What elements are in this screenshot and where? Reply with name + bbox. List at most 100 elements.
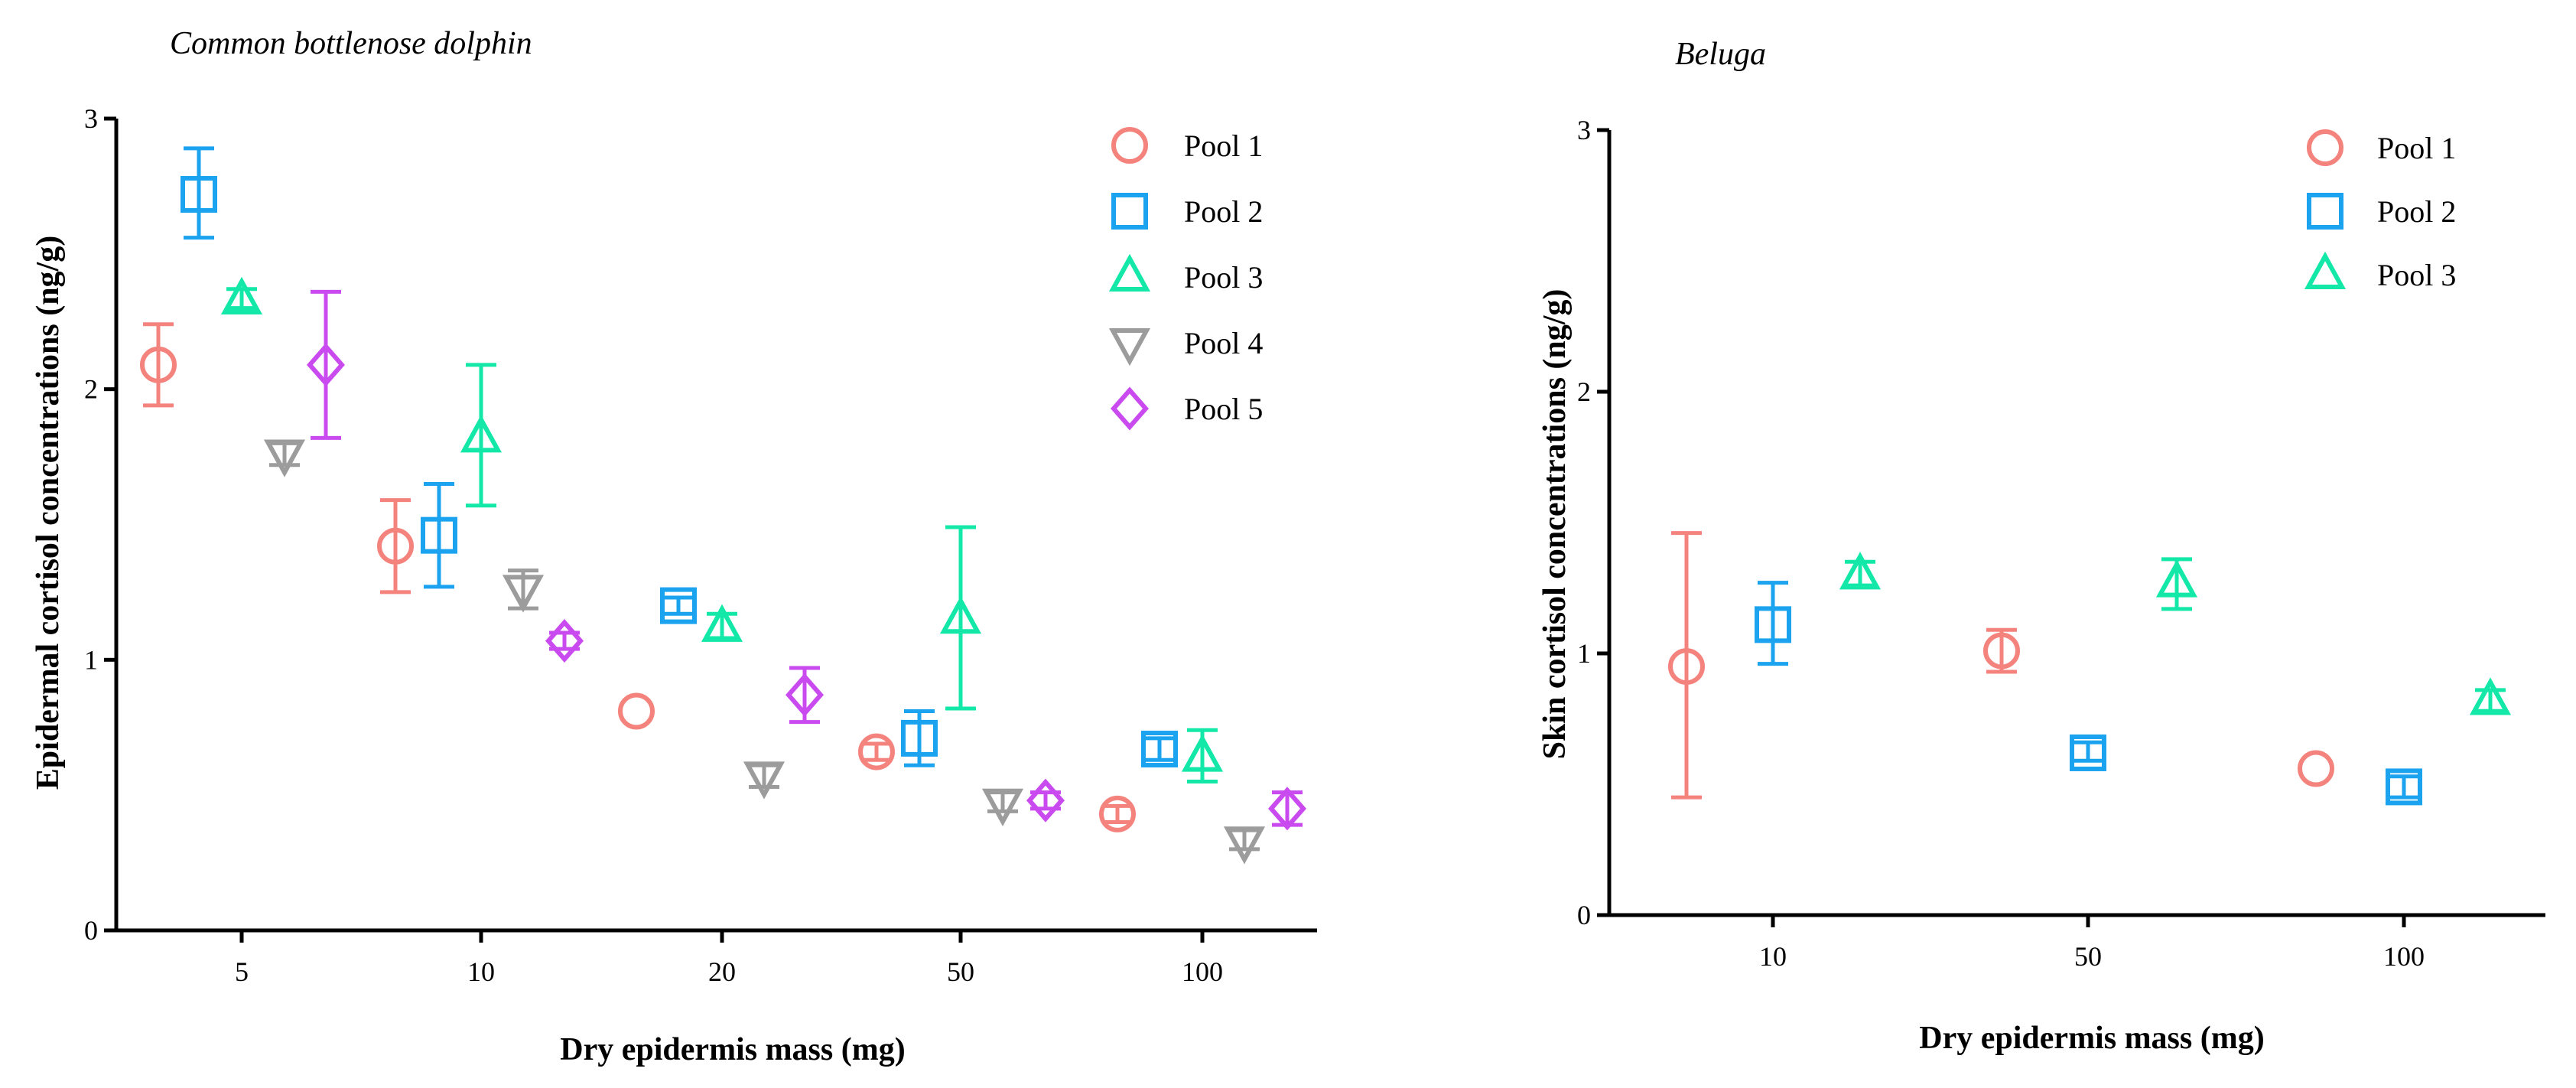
point-marker	[858, 733, 895, 770]
dolphin-panel-title: Common bottlenose dolphin	[170, 26, 532, 61]
data-point	[2386, 768, 2422, 806]
data-point	[1223, 826, 1266, 865]
data-point	[1099, 795, 1136, 832]
data-point	[2155, 557, 2198, 611]
y-tick-label: 2	[84, 374, 98, 405]
legend-label: Pool 2	[2377, 194, 2456, 229]
legend-marker	[2307, 129, 2343, 166]
x-tick-label: 50	[2074, 941, 2102, 972]
legend-label: Pool 3	[1184, 260, 1263, 295]
data-point	[2070, 734, 2106, 771]
legend-label: Pool 3	[2377, 258, 2456, 292]
data-point	[545, 619, 584, 663]
legend-item: Pool 2	[2307, 193, 2456, 230]
data-point	[1839, 552, 1882, 590]
legend-marker	[1108, 253, 1151, 292]
legend-label: Pool 1	[2377, 131, 2456, 165]
point-marker	[1839, 552, 1882, 590]
point-marker	[2469, 677, 2512, 715]
legend-item: Pool 2	[1111, 193, 1263, 230]
point-marker	[220, 276, 263, 314]
x-tick-label: 5	[235, 956, 249, 987]
legend-marker	[1111, 386, 1149, 431]
x-tick-label: 10	[467, 956, 495, 987]
point-marker	[1181, 734, 1224, 772]
point-marker	[901, 719, 938, 757]
beluga-x-axis-title: Dry epidermis mass (mg)	[1919, 1021, 2264, 1056]
data-point	[901, 709, 938, 767]
dolphin-y-axis-title: Epidermal cortisol concentrations (ng/g)	[31, 236, 66, 790]
data-point	[1268, 787, 1306, 831]
legend-item: Pool 5	[1111, 386, 1263, 431]
y-tick-label: 3	[84, 103, 98, 134]
point-marker	[377, 527, 414, 565]
dolphin-panel: Common bottlenose dolphin Epidermal cort…	[31, 26, 1317, 1067]
y-tick-label: 2	[1577, 376, 1591, 407]
data-point	[1983, 627, 2020, 674]
data-point	[460, 363, 503, 508]
data-point	[701, 604, 743, 642]
data-point	[743, 761, 785, 800]
y-tick-label: 0	[1577, 900, 1591, 930]
x-tick-label: 100	[1182, 956, 1223, 987]
data-point	[981, 788, 1024, 827]
point-marker	[1099, 795, 1136, 832]
data-point	[1755, 581, 1791, 666]
data-point	[502, 568, 545, 613]
point-marker	[939, 596, 982, 634]
data-point	[181, 146, 217, 240]
point-marker	[785, 673, 824, 717]
data-point	[2469, 677, 2512, 715]
point-marker	[660, 587, 697, 624]
legend-label: Pool 2	[1184, 194, 1263, 229]
legend-item: Pool 1	[2307, 129, 2456, 166]
point-marker	[701, 604, 743, 642]
point-marker	[545, 619, 584, 663]
x-tick-label: 20	[708, 956, 736, 987]
point-marker	[140, 346, 177, 383]
legend-marker	[2304, 251, 2347, 289]
legend-marker	[2307, 193, 2343, 230]
point-marker	[1755, 606, 1791, 643]
beluga-panel-title: Beluga	[1675, 37, 1766, 72]
point-marker	[743, 761, 785, 800]
legend-item: Pool 4	[1108, 326, 1263, 366]
point-marker	[618, 692, 655, 730]
point-marker	[2386, 768, 2422, 806]
legend-marker	[1108, 328, 1151, 366]
data-point	[660, 587, 697, 624]
data-point	[263, 439, 306, 477]
data-point	[1181, 728, 1224, 783]
x-tick-label: 100	[2383, 941, 2425, 972]
y-tick-label: 3	[1577, 115, 1591, 145]
point-marker	[181, 176, 217, 213]
beluga-panel: Beluga Skin cortisol concentrations (ng/…	[1537, 37, 2545, 1056]
legend-item: Pool 3	[2304, 251, 2456, 292]
point-marker	[460, 415, 503, 453]
y-tick-label: 1	[1577, 638, 1591, 669]
data-point	[377, 498, 414, 594]
point-marker	[981, 788, 1024, 827]
point-marker	[2298, 750, 2334, 787]
x-tick-label: 10	[1759, 941, 1787, 972]
data-point	[785, 666, 824, 725]
data-point	[1026, 778, 1065, 823]
point-marker	[1668, 648, 1705, 686]
legend-label: Pool 4	[1184, 326, 1263, 360]
point-marker	[307, 343, 345, 387]
point-marker	[1983, 632, 2020, 669]
x-tick-label: 50	[947, 956, 974, 987]
point-marker	[502, 575, 545, 613]
data-point	[2298, 750, 2334, 787]
point-marker	[1026, 778, 1065, 823]
data-point	[618, 692, 655, 730]
data-point	[1141, 731, 1178, 768]
y-tick-label: 1	[84, 644, 98, 675]
data-point	[140, 322, 177, 408]
beluga-y-axis-title: Skin cortisol concentrations (ng/g)	[1537, 289, 1573, 760]
data-point	[421, 481, 457, 589]
data-point	[307, 289, 345, 440]
point-marker	[1223, 826, 1266, 865]
data-point	[1668, 531, 1705, 800]
